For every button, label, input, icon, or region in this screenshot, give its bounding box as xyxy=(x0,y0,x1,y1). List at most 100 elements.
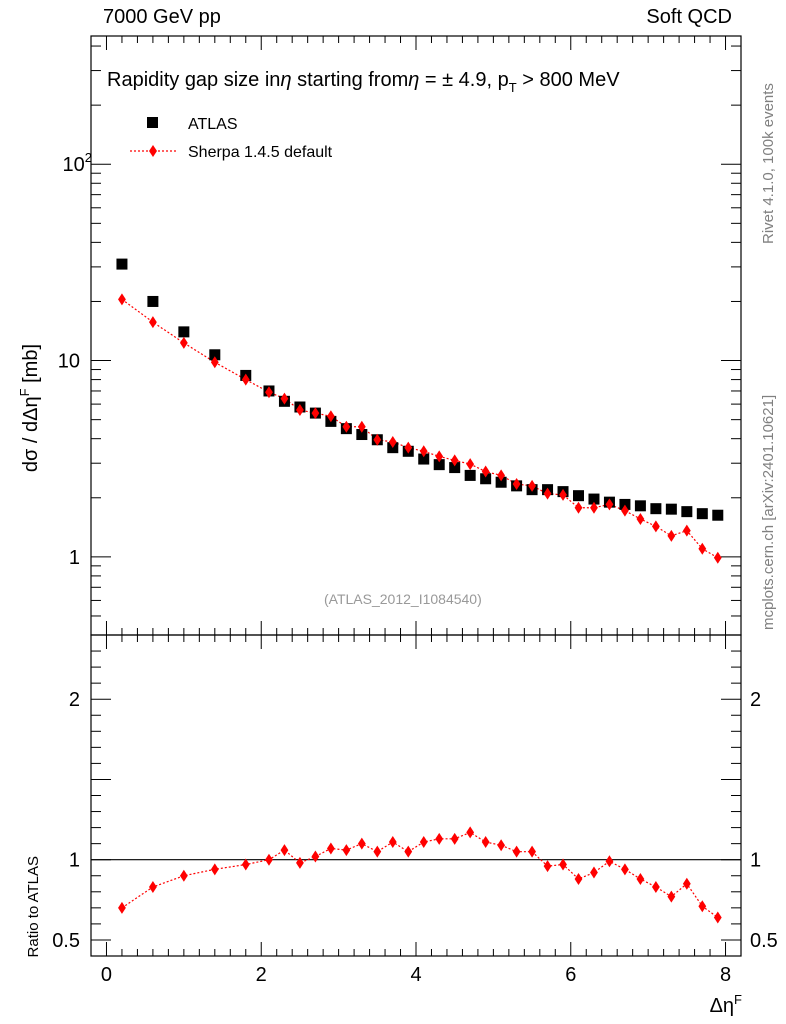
top-y-axis-title: dσ / dΔηF [mb] xyxy=(17,344,42,472)
ratio-point xyxy=(590,866,598,879)
sherpa-point xyxy=(326,410,335,423)
sherpa-point xyxy=(559,488,567,501)
sherpa-point xyxy=(698,542,707,555)
atlas-point xyxy=(495,476,507,488)
sherpa-point xyxy=(280,392,289,405)
ratio-panel-frame xyxy=(90,634,742,957)
ratio-point xyxy=(481,836,490,849)
ratio-y-axis-title: Ratio to ATLAS xyxy=(25,856,42,957)
ratio-point xyxy=(419,836,428,849)
ratio-point xyxy=(280,844,289,857)
ratio-panel-marks xyxy=(118,826,722,924)
ratio-y-tick-label: 0.5 xyxy=(52,930,80,952)
tick-labels: 1 10 102 0.5 0.5 1 1 2 2 0 2 4 6 8 xyxy=(52,150,778,986)
sherpa-point xyxy=(682,524,691,537)
ratio-point xyxy=(296,856,304,869)
sherpa-point xyxy=(667,529,676,542)
ratio-point xyxy=(636,872,645,885)
atlas-point xyxy=(588,493,600,505)
x-tick-label: 0 xyxy=(101,964,112,986)
ratio-point xyxy=(357,837,366,850)
ratio-point xyxy=(265,853,273,866)
sherpa-point xyxy=(466,458,475,471)
atlas-point xyxy=(573,490,584,502)
ratio-point xyxy=(388,836,397,849)
ratio-point xyxy=(605,855,614,868)
atlas-point xyxy=(116,258,128,270)
x-axis-title: ΔηF xyxy=(710,992,742,1017)
atlas-point xyxy=(433,459,445,471)
ratio-line xyxy=(121,831,719,918)
header-process-label: Soft QCD xyxy=(646,6,732,28)
ratio-point xyxy=(326,842,335,855)
x-tick-label: 4 xyxy=(410,964,421,986)
ratio-point xyxy=(543,860,552,873)
sherpa-point xyxy=(543,487,552,500)
ratio-y-tick-label-right: 0.5 xyxy=(750,930,778,952)
sherpa-point xyxy=(342,420,351,433)
mcplots-source-label: mcplots.cern.ch [arXiv:2401.10621] xyxy=(760,394,777,630)
sherpa-point xyxy=(590,501,598,514)
ratio-point xyxy=(667,890,676,903)
y-tick-label: 1 xyxy=(69,547,80,569)
ratio-panel-ticks xyxy=(91,635,741,956)
ratio-point xyxy=(149,880,157,893)
sherpa-point xyxy=(118,293,126,306)
sherpa-point xyxy=(605,498,614,511)
sherpa-point xyxy=(713,551,722,564)
ratio-point xyxy=(210,863,219,876)
sherpa-point xyxy=(357,420,366,433)
x-tick-label: 2 xyxy=(256,964,267,986)
sherpa-point xyxy=(373,433,382,446)
sherpa-point xyxy=(419,445,428,458)
sherpa-point xyxy=(296,403,304,416)
ratio-point xyxy=(497,839,506,852)
sherpa-point xyxy=(651,520,660,533)
atlas-point xyxy=(619,498,631,510)
legend-atlas-label: ATLAS xyxy=(188,116,238,133)
sherpa-point xyxy=(621,504,629,517)
sherpa-point xyxy=(512,478,521,491)
ratio-y-tick-label: 2 xyxy=(69,689,80,711)
ratio-point xyxy=(311,850,320,863)
atlas-point xyxy=(712,509,724,521)
ratio-point xyxy=(118,901,126,914)
x-tick-label: 6 xyxy=(565,964,576,986)
ratio-point xyxy=(698,900,707,913)
sherpa-point xyxy=(450,454,459,467)
ratio-point xyxy=(512,845,521,858)
atlas-point xyxy=(209,349,221,361)
ratio-point xyxy=(241,858,250,871)
rivet-version-label: Rivet 4.1.0, 100k events xyxy=(760,83,777,244)
sherpa-point xyxy=(210,356,219,369)
ratio-point xyxy=(373,845,382,858)
sherpa-point xyxy=(265,386,273,399)
ratio-panel-border xyxy=(90,634,742,957)
ratio-point xyxy=(435,832,444,845)
atlas-point xyxy=(634,500,646,512)
ratio-point xyxy=(466,826,475,839)
x-tick-label: 8 xyxy=(720,964,731,986)
sherpa-point xyxy=(574,501,583,514)
sherpa-point xyxy=(435,450,444,463)
ratio-point xyxy=(682,877,691,890)
ratio-point xyxy=(713,911,722,924)
ratio-point xyxy=(574,872,583,885)
plot-title: Rapidity gap size inη starting fromη = ±… xyxy=(107,69,620,95)
atlas-point xyxy=(178,326,190,338)
sherpa-point xyxy=(636,512,645,525)
ratio-y-tick-label-right: 1 xyxy=(750,850,761,872)
atlas-point xyxy=(464,469,476,481)
ratio-y-tick-label: 1 xyxy=(69,850,80,872)
sherpa-point xyxy=(388,435,397,448)
ratio-y-tick-label-right: 2 xyxy=(750,689,761,711)
top-panel-marks xyxy=(116,258,724,564)
sherpa-point xyxy=(481,465,490,478)
ratio-point xyxy=(179,869,188,882)
ratio-point xyxy=(528,845,536,858)
atlas-point xyxy=(480,473,492,485)
y-tick-label: 102 xyxy=(63,150,92,176)
atlas-point xyxy=(681,506,693,518)
legend-sherpa-marker xyxy=(149,145,157,157)
